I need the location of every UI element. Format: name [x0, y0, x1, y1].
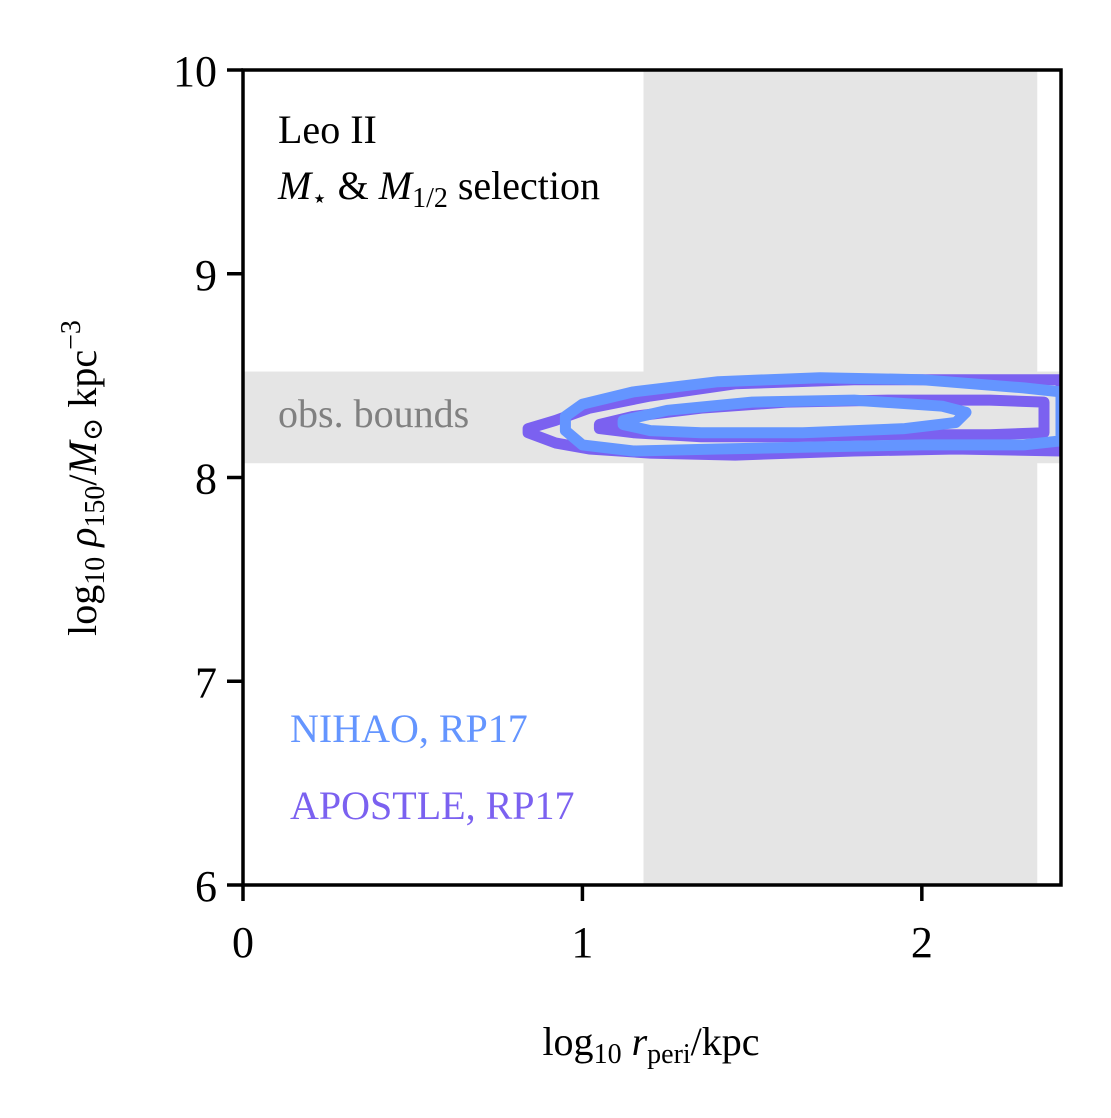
y-title-prefix: log [60, 585, 105, 636]
x-axis: 0 1 2 [232, 885, 933, 967]
sel-star: ⋆ [311, 184, 327, 213]
y-title-slash: / [60, 474, 105, 486]
y-tick-label-7: 7 [195, 658, 217, 707]
y-title-exp: −3 [56, 320, 87, 350]
y-tick-label-8: 8 [195, 455, 217, 504]
y-title-m: M [60, 438, 105, 475]
x-tick-label-1: 1 [571, 918, 593, 967]
y-tick-label-10: 10 [173, 47, 217, 96]
y-axis-title: log10 ρ150/M⊙ kpc−3 [56, 320, 111, 636]
x-tick-label-0: 0 [232, 918, 254, 967]
x-title-unit: /kpc [691, 1019, 760, 1064]
y-title-var-sub: 150 [80, 486, 111, 528]
sel-half: 1/2 [412, 183, 448, 214]
y-title-kpc: kpc [60, 350, 105, 418]
sel-word: selection [448, 163, 600, 208]
shaded-band-rperi [643, 70, 1038, 885]
x-tick-label-2: 2 [911, 918, 933, 967]
annotation-galaxy-name: Leo II [278, 107, 377, 152]
legend-nihao: NIHAO, RP17 [290, 706, 528, 751]
contour-layer [522, 372, 1061, 461]
sel-m2: M [378, 163, 415, 208]
sel-amp: & [328, 163, 379, 208]
plot-area [243, 70, 1061, 885]
x-title-prefix: log [542, 1019, 593, 1064]
annotation-selection: M⋆ & M1/2 selection [277, 163, 600, 214]
y-title-sub: 10 [80, 557, 111, 585]
contour-nihao-1 [617, 394, 972, 439]
y-title-var: ρ [60, 528, 105, 549]
sel-m: M [277, 163, 314, 208]
y-tick-label-9: 9 [195, 251, 217, 300]
x-axis-title: log10 rperi/kpc [542, 1019, 759, 1070]
x-title-sub: 10 [594, 1039, 622, 1070]
y-title-odot: ⊙ [78, 418, 109, 441]
y-tick-label-6: 6 [195, 862, 217, 911]
contour-nihao-0 [559, 372, 1061, 457]
obs-bounds-label: obs. bounds [278, 391, 469, 436]
x-title-var: r [632, 1019, 648, 1064]
x-title-var-sub: peri [647, 1039, 691, 1070]
y-axis: 6 7 8 9 10 [173, 47, 243, 911]
legend-apostle: APOSTLE, RP17 [290, 783, 575, 828]
